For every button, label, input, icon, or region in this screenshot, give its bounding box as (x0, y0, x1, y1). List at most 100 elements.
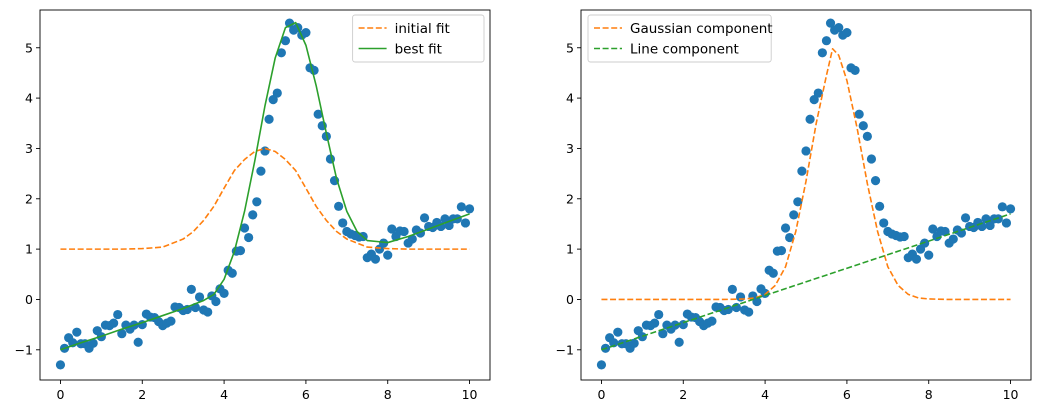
data-point (256, 166, 266, 176)
data-point (194, 292, 205, 302)
y-tick-label: 1 (25, 242, 33, 257)
axes-frame (39, 9, 491, 381)
data-point (460, 218, 471, 228)
y-tick-label: 0 (25, 292, 33, 307)
y-tick-label: 2 (25, 191, 33, 206)
data-point (244, 232, 254, 243)
data-point (858, 121, 868, 131)
legend-label-initial-fit: initial fit (395, 21, 450, 37)
data-point (596, 360, 607, 370)
x-tick-label: 2 (138, 387, 146, 402)
data-point (219, 288, 229, 299)
data-point (239, 223, 250, 233)
legend-label-gaussian-component: Gaussian component (630, 21, 773, 37)
data-point (870, 176, 881, 186)
x-tick-label: 0 (56, 387, 64, 402)
data-point (268, 95, 278, 105)
data-point (264, 114, 274, 124)
data-point (227, 268, 237, 278)
x-tick-label: 8 (384, 387, 392, 402)
data-point (419, 213, 430, 223)
data-point (609, 338, 619, 348)
data-point (780, 223, 791, 233)
data-point (272, 88, 282, 98)
data-point (768, 268, 778, 278)
data-point (727, 284, 737, 294)
x-tick-label: 2 (679, 387, 687, 402)
initial-fit-line (60, 147, 470, 250)
data-point (948, 234, 958, 244)
data-point (875, 201, 885, 211)
data-point (997, 202, 1007, 212)
data-point (387, 224, 397, 234)
data-point (899, 231, 909, 242)
data-point (960, 213, 971, 223)
y-tick-label: 2 (566, 191, 574, 206)
data-point (928, 224, 938, 234)
y-tick-label: 3 (566, 141, 574, 156)
data-point (613, 327, 623, 337)
y-tick-label: −1 (556, 342, 574, 357)
data-point (650, 318, 660, 328)
y-tick-label: 4 (566, 91, 574, 106)
data-point (854, 109, 864, 119)
y-tick-label: −1 (15, 342, 33, 357)
data-point (284, 18, 295, 28)
data-point (866, 154, 877, 164)
data-point (334, 201, 344, 211)
scatter-points (596, 18, 1016, 370)
data-point (801, 146, 811, 156)
y-tick-label: 4 (25, 91, 33, 106)
data-point (338, 218, 348, 228)
left-chart-panel: 0 2 4 6 8 10 −1 0 1 2 3 4 5 initial fit best fit (15, 9, 491, 402)
y-tick-label: 1 (566, 242, 574, 257)
y-tick-label: 3 (25, 141, 33, 156)
data-point (313, 109, 323, 119)
data-point (1005, 204, 1016, 214)
data-point (654, 309, 664, 320)
data-point (809, 95, 819, 105)
line-component-line (601, 213, 1011, 351)
data-point (674, 337, 684, 347)
x-tick-label: 6 (302, 387, 310, 402)
data-point (72, 327, 82, 337)
data-point (133, 337, 143, 347)
data-point (456, 202, 466, 212)
x-tick-label: 10 (1003, 387, 1019, 402)
data-point (248, 210, 258, 220)
data-point (879, 218, 889, 228)
right-chart-panel: 0 2 4 6 8 10 −1 0 1 2 3 4 5 Gaussian component Line co… (556, 9, 1032, 402)
legend-box (352, 14, 485, 63)
gaussian-component-line (601, 47, 1011, 301)
data-point (658, 329, 668, 339)
data-point (862, 131, 872, 141)
data-point (813, 88, 823, 98)
data-point (752, 296, 762, 307)
x-tick-label: 4 (220, 387, 228, 402)
data-point (723, 304, 733, 315)
x-tick-label: 10 (462, 387, 478, 402)
data-point (817, 48, 827, 58)
legend-label-best-fit: best fit (395, 42, 442, 58)
data-point (117, 329, 127, 339)
data-point (797, 166, 807, 176)
scatter-points (55, 18, 475, 370)
data-point (1001, 218, 1012, 228)
data-point (834, 23, 844, 33)
data-point (113, 309, 123, 320)
data-point (276, 48, 286, 58)
data-point (821, 36, 832, 46)
data-point (370, 254, 381, 264)
data-point (280, 36, 291, 46)
data-point (444, 220, 454, 231)
data-point (186, 284, 196, 294)
y-tick-label: 5 (25, 40, 33, 55)
data-point (407, 234, 417, 244)
data-point (88, 338, 98, 348)
best-fit-line (60, 21, 470, 351)
data-point (735, 292, 746, 302)
x-tick-label: 4 (761, 387, 769, 402)
data-point (785, 232, 795, 243)
data-point (203, 307, 213, 317)
